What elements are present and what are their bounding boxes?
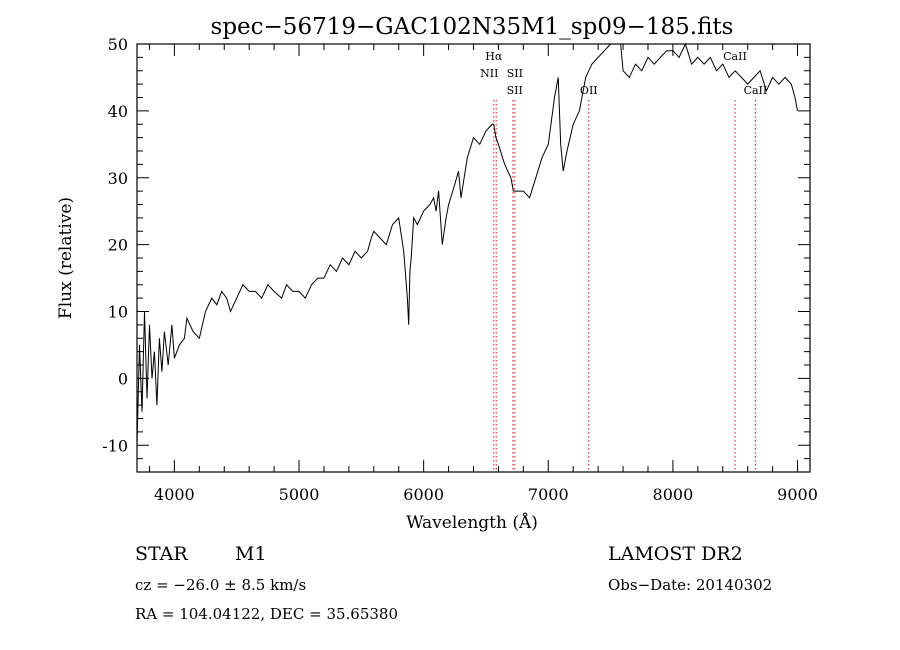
line-marker-label: SII [507, 84, 523, 97]
coordinates-info: RA = 104.04122, DEC = 35.65380 [135, 605, 398, 623]
y-tick-label: -10 [102, 436, 128, 455]
x-tick-label: 8000 [653, 485, 694, 504]
y-tick-label: 20 [108, 236, 128, 255]
chart-title: spec−56719−GAC102N35M1_sp09−185.fits [211, 14, 734, 40]
line-marker-label: Hα [485, 50, 503, 63]
plot-area: 4000 5000 6000 7000 8000 9000 -1001020304050 … [102, 35, 818, 504]
y-tick-label: 10 [108, 303, 128, 322]
spectrum-line [136, 42, 798, 446]
x-tick-label: 9000 [777, 485, 818, 504]
y-tick-label: 40 [108, 102, 128, 121]
y-axis-label: Flux (relative) [56, 197, 76, 319]
line-marker-label: NII [480, 67, 498, 80]
line-marker-label: CaII [723, 50, 747, 63]
x-tick-label: 5000 [279, 485, 320, 504]
x-axis-label: Wavelength (Å) [406, 512, 538, 533]
plot-frame [136, 43, 811, 473]
object-class: STAR [135, 543, 188, 565]
line-marker-label: CaII [744, 84, 768, 97]
redshift-info: cz = −26.0 ± 8.5 km/s [135, 576, 306, 594]
line-marker-label: SII [507, 67, 523, 80]
object-subclass: M1 [235, 543, 267, 565]
x-axis: 4000 5000 6000 7000 8000 9000 [148, 44, 818, 504]
y-tick-label: 50 [108, 35, 128, 54]
y-tick-label: 0 [118, 369, 128, 388]
survey-name: LAMOST DR2 [608, 543, 743, 565]
y-tick-label: 30 [108, 169, 128, 188]
x-tick-label: 7000 [528, 485, 569, 504]
observation-date: Obs−Date: 20140302 [608, 576, 772, 594]
y-axis: -10 0 10 20 30 40 50 [102, 35, 810, 460]
x-tick-label: 4000 [154, 485, 195, 504]
x-tick-label: 6000 [403, 485, 444, 504]
